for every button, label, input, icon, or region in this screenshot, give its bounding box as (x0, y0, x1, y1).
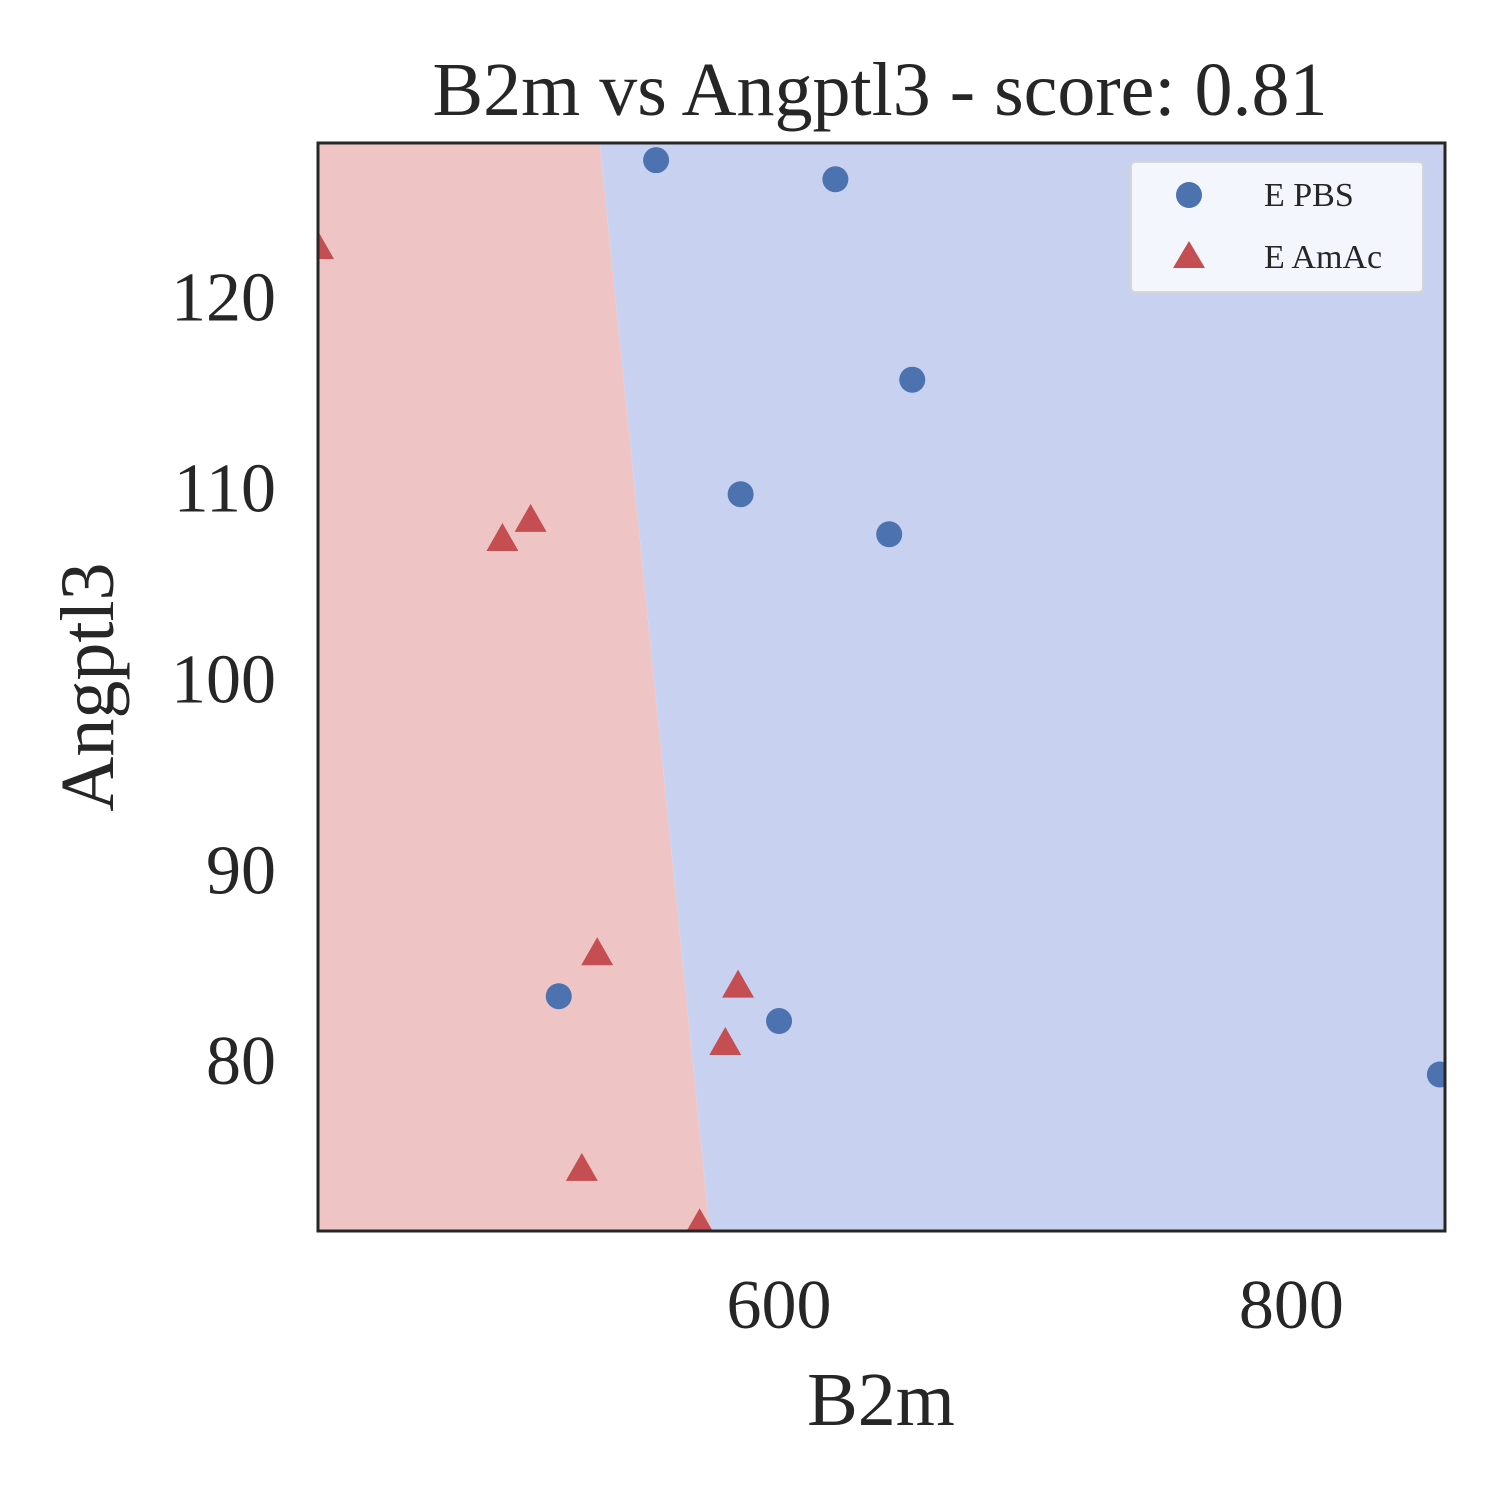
point-e-pbs (766, 1008, 793, 1035)
legend-label-e-pbs: E PBS (1264, 177, 1354, 214)
point-e-amac (709, 1026, 742, 1055)
x-tick-label: 600 (727, 1267, 832, 1344)
point-e-amac (686, 1208, 713, 1231)
point-e-amac (722, 969, 755, 998)
decision-regions (318, 143, 1445, 1231)
x-axis-label: B2m (807, 1358, 955, 1442)
y-axis-label: Angptl3 (46, 562, 130, 811)
point-e-pbs (822, 166, 849, 193)
point-e-pbs (1426, 1061, 1445, 1088)
point-e-amac (581, 937, 614, 966)
legend: E PBS E AmAc (1130, 161, 1424, 293)
point-e-amac (565, 1152, 598, 1181)
region-e-pbs (599, 143, 1445, 1231)
point-e-pbs (899, 366, 926, 393)
y-axis-ticks: 80 90 100 110 120 (171, 260, 276, 1101)
y-tick-label: 90 (206, 832, 276, 909)
legend-label-e-amac: E AmAc (1264, 239, 1382, 276)
legend-marker-e-amac (1173, 241, 1205, 268)
data-points (318, 147, 1445, 1231)
y-tick-label: 120 (171, 260, 276, 337)
legend-box (1130, 161, 1424, 293)
region-e-amac (318, 143, 710, 1231)
legend-marker-e-pbs (1176, 182, 1202, 208)
chart-title: B2m vs Angptl3 - score: 0.81 (432, 48, 1327, 132)
x-tick-label: 800 (1239, 1267, 1344, 1344)
point-e-pbs (643, 147, 670, 174)
point-e-amac (486, 523, 519, 552)
point-e-amac (514, 503, 547, 532)
point-e-amac (318, 230, 334, 259)
x-axis-ticks: 600 800 (727, 1267, 1344, 1344)
y-tick-label: 100 (171, 641, 276, 718)
y-tick-label: 110 (174, 451, 276, 528)
point-e-pbs (876, 521, 903, 548)
plot-frame (316, 141, 1447, 1233)
y-tick-label: 80 (206, 1023, 276, 1100)
point-e-pbs (727, 481, 754, 508)
point-e-pbs (545, 983, 572, 1010)
